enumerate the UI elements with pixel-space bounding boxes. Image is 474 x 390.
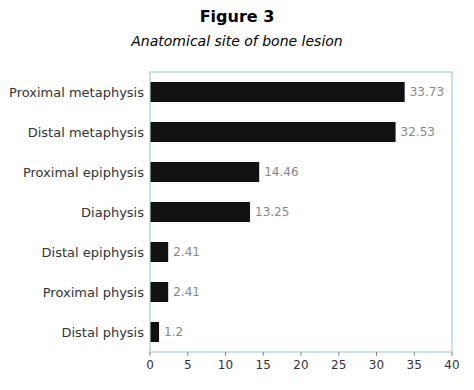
- x-tick-label: 40: [444, 358, 459, 372]
- x-tick-label: 15: [256, 358, 271, 372]
- x-tick: [301, 352, 302, 356]
- x-tick-label: 25: [331, 358, 346, 372]
- plot-frame: [150, 72, 452, 352]
- category-label: Proximal physis: [43, 285, 144, 300]
- chart-svg: Figure 3 Anatomical site of bone lesion 33…: [0, 0, 474, 390]
- x-tick: [150, 352, 151, 356]
- data-label: 13.25: [255, 205, 289, 219]
- x-tick: [225, 352, 226, 356]
- x-tick: [376, 352, 377, 356]
- category-label: Proximal epiphysis: [23, 165, 144, 180]
- category-label: Diaphysis: [81, 205, 144, 220]
- x-tick-label: 30: [369, 358, 384, 372]
- data-label: 32.53: [401, 125, 435, 139]
- x-tick: [414, 352, 415, 356]
- x-tick: [187, 352, 188, 356]
- bar: [150, 202, 250, 222]
- x-tick-label: 5: [184, 358, 192, 372]
- data-label: 1.2: [164, 325, 183, 339]
- bar: [150, 282, 168, 302]
- x-tick: [452, 352, 453, 356]
- bar: [150, 162, 259, 182]
- x-tick-label: 0: [146, 358, 154, 372]
- x-tick-label: 20: [293, 358, 308, 372]
- x-tick: [263, 352, 264, 356]
- x-tick: [338, 352, 339, 356]
- category-label: Distal physis: [61, 325, 144, 340]
- x-tick-label: 35: [407, 358, 422, 372]
- data-label: 2.41: [173, 245, 200, 259]
- title: Figure 3: [200, 7, 275, 26]
- x-tick-label: 10: [218, 358, 233, 372]
- bar: [150, 242, 168, 262]
- data-label: 33.73: [410, 85, 444, 99]
- subtitle: Anatomical site of bone lesion: [130, 33, 342, 49]
- category-label: Distal metaphysis: [28, 125, 144, 140]
- data-label: 2.41: [173, 285, 200, 299]
- bar: [150, 122, 396, 142]
- bar: [150, 322, 159, 342]
- bars: [150, 82, 405, 342]
- chart-container: Figure 3 Anatomical site of bone lesion 33…: [0, 0, 474, 390]
- data-label: 14.46: [264, 165, 298, 179]
- category-label: Proximal metaphysis: [9, 85, 144, 100]
- bar: [150, 82, 405, 102]
- category-label: Distal epiphysis: [42, 245, 145, 260]
